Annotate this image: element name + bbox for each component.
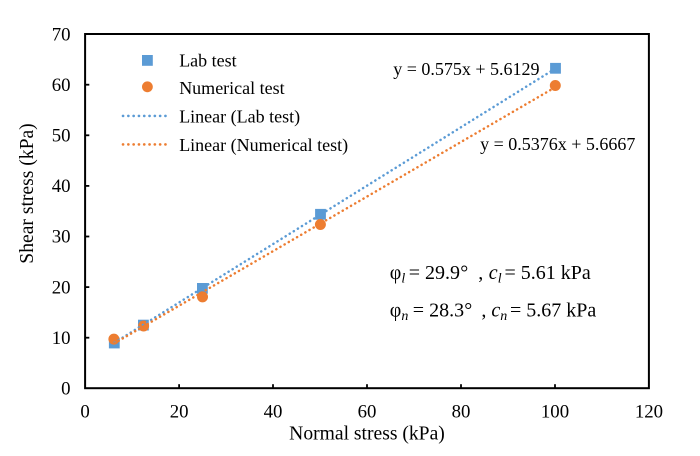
svg-text:y = 0.575x + 5.6129: y = 0.575x + 5.6129 xyxy=(393,59,539,79)
svg-text:Numerical test: Numerical test xyxy=(179,78,284,98)
svg-text:50: 50 xyxy=(52,126,71,147)
svg-text:30: 30 xyxy=(52,227,71,248)
svg-text:0: 0 xyxy=(80,402,89,423)
svg-text:80: 80 xyxy=(452,402,471,423)
svg-text:Lab test: Lab test xyxy=(179,51,236,71)
svg-text:60: 60 xyxy=(358,402,377,423)
svg-text:20: 20 xyxy=(52,277,71,298)
svg-text:Normal stress (kPa): Normal stress (kPa) xyxy=(289,423,445,444)
svg-text:10: 10 xyxy=(52,328,71,349)
svg-text:100: 100 xyxy=(541,402,569,423)
svg-text:Shear stress (kPa): Shear stress (kPa) xyxy=(17,123,38,263)
svg-text:y = 0.5376x + 5.6667: y = 0.5376x + 5.6667 xyxy=(480,134,635,154)
svg-text:40: 40 xyxy=(52,176,71,197)
svg-text:120: 120 xyxy=(635,402,663,423)
svg-text:0: 0 xyxy=(61,378,70,399)
svg-text:φn= 28.3°,cn= 5.67 kPa: φn = 28.3°, cn = 5.67 kPa xyxy=(390,300,597,325)
svg-text:40: 40 xyxy=(264,402,283,423)
svg-text:20: 20 xyxy=(170,402,189,423)
svg-text:Linear (Lab test): Linear (Lab test) xyxy=(179,106,300,127)
svg-text:φl= 29.9°,cl= 5.61 kPa: φl = 29.9°, cl = 5.61 kPa xyxy=(390,262,591,287)
svg-text:70: 70 xyxy=(52,24,71,45)
svg-text:60: 60 xyxy=(52,75,71,96)
svg-text:Linear (Numerical test): Linear (Numerical test) xyxy=(179,135,348,156)
